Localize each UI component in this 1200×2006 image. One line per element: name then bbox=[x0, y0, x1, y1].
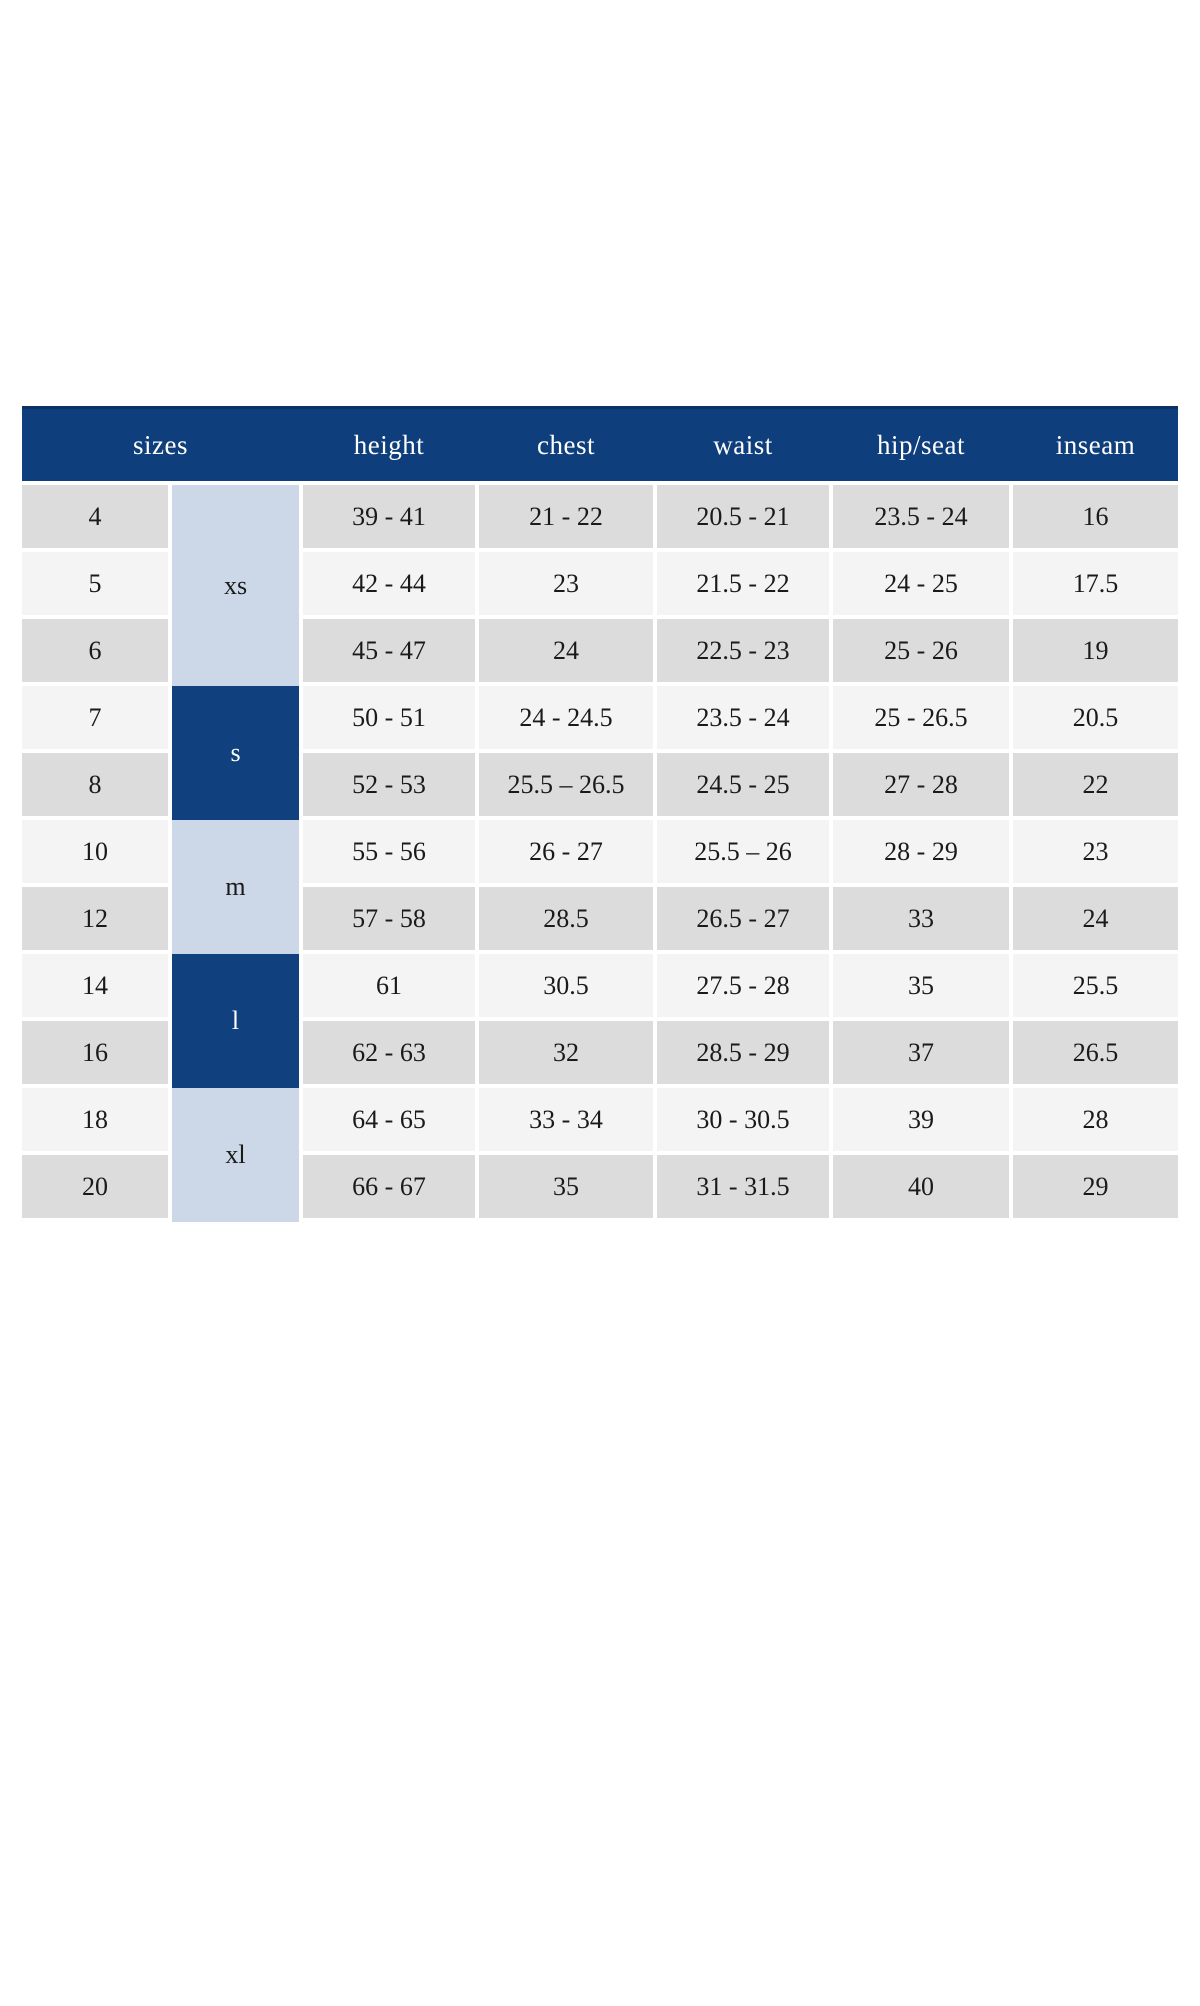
height-cell: 62 - 63 bbox=[303, 1021, 475, 1084]
inseam-cell: 23 bbox=[1013, 820, 1178, 883]
chest-cell: 26 - 27 bbox=[479, 820, 653, 883]
size-group-cell-l: l bbox=[172, 954, 299, 1088]
height-cell: 45 - 47 bbox=[303, 619, 475, 682]
inseam-cell: 26.5 bbox=[1013, 1021, 1178, 1084]
waist-cell: 25.5 – 26 bbox=[657, 820, 829, 883]
waist-cell: 26.5 - 27 bbox=[657, 887, 829, 950]
waist-cell: 20.5 - 21 bbox=[657, 485, 829, 548]
column-header-waist: waist bbox=[713, 429, 773, 460]
table-header-row: sizes height chest waist hip/seat inseam bbox=[22, 406, 1178, 481]
column-header-hip-seat: hip/seat bbox=[877, 429, 965, 460]
size-cell: 14 bbox=[22, 954, 168, 1017]
size-cell: 8 bbox=[22, 753, 168, 816]
inseam-cell: 29 bbox=[1013, 1155, 1178, 1218]
height-cell: 57 - 58 bbox=[303, 887, 475, 950]
hip-seat-cell: 33 bbox=[833, 887, 1009, 950]
inseam-cell: 22 bbox=[1013, 753, 1178, 816]
column-header-inseam: inseam bbox=[1055, 429, 1136, 460]
inseam-cell: 28 bbox=[1013, 1088, 1178, 1151]
size-cell: 18 bbox=[22, 1088, 168, 1151]
table-body: 4 xs 39 - 41 21 - 22 20.5 - 21 23.5 - 24… bbox=[22, 485, 1178, 1222]
inseam-cell: 16 bbox=[1013, 485, 1178, 548]
hip-seat-cell: 37 bbox=[833, 1021, 1009, 1084]
inseam-cell: 17.5 bbox=[1013, 552, 1178, 615]
chest-cell: 21 - 22 bbox=[479, 485, 653, 548]
inseam-cell: 24 bbox=[1013, 887, 1178, 950]
height-cell: 52 - 53 bbox=[303, 753, 475, 816]
height-cell: 61 bbox=[303, 954, 475, 1017]
size-group-cell-xs: xs bbox=[172, 485, 299, 686]
chest-cell: 23 bbox=[479, 552, 653, 615]
chest-cell: 32 bbox=[479, 1021, 653, 1084]
column-header-height: height bbox=[353, 429, 425, 460]
height-cell: 64 - 65 bbox=[303, 1088, 475, 1151]
size-cell: 20 bbox=[22, 1155, 168, 1218]
height-cell: 39 - 41 bbox=[303, 485, 475, 548]
waist-cell: 21.5 - 22 bbox=[657, 552, 829, 615]
height-cell: 50 - 51 bbox=[303, 686, 475, 749]
size-cell: 4 bbox=[22, 485, 168, 548]
waist-cell: 28.5 - 29 bbox=[657, 1021, 829, 1084]
column-header-sizes: sizes bbox=[133, 429, 188, 460]
waist-cell: 27.5 - 28 bbox=[657, 954, 829, 1017]
hip-seat-cell: 28 - 29 bbox=[833, 820, 1009, 883]
size-cell: 16 bbox=[22, 1021, 168, 1084]
inseam-cell: 20.5 bbox=[1013, 686, 1178, 749]
hip-seat-cell: 24 - 25 bbox=[833, 552, 1009, 615]
inseam-cell: 25.5 bbox=[1013, 954, 1178, 1017]
waist-cell: 22.5 - 23 bbox=[657, 619, 829, 682]
size-cell: 10 bbox=[22, 820, 168, 883]
chest-cell: 28.5 bbox=[479, 887, 653, 950]
size-group-cell-s: s bbox=[172, 686, 299, 820]
chest-cell: 24 - 24.5 bbox=[479, 686, 653, 749]
size-cell: 12 bbox=[22, 887, 168, 950]
size-group-cell-xl: xl bbox=[172, 1088, 299, 1222]
hip-seat-cell: 25 - 26.5 bbox=[833, 686, 1009, 749]
size-cell: 7 bbox=[22, 686, 168, 749]
waist-cell: 24.5 - 25 bbox=[657, 753, 829, 816]
size-cell: 6 bbox=[22, 619, 168, 682]
hip-seat-cell: 40 bbox=[833, 1155, 1009, 1218]
hip-seat-cell: 27 - 28 bbox=[833, 753, 1009, 816]
hip-seat-cell: 39 bbox=[833, 1088, 1009, 1151]
chest-cell: 35 bbox=[479, 1155, 653, 1218]
column-header-chest: chest bbox=[537, 429, 595, 460]
waist-cell: 23.5 - 24 bbox=[657, 686, 829, 749]
waist-cell: 31 - 31.5 bbox=[657, 1155, 829, 1218]
chest-cell: 30.5 bbox=[479, 954, 653, 1017]
height-cell: 66 - 67 bbox=[303, 1155, 475, 1218]
inseam-cell: 19 bbox=[1013, 619, 1178, 682]
size-chart-table: sizes height chest waist hip/seat inseam… bbox=[22, 406, 1178, 1222]
height-cell: 55 - 56 bbox=[303, 820, 475, 883]
height-cell: 42 - 44 bbox=[303, 552, 475, 615]
chest-cell: 33 - 34 bbox=[479, 1088, 653, 1151]
chest-cell: 25.5 – 26.5 bbox=[479, 753, 653, 816]
hip-seat-cell: 35 bbox=[833, 954, 1009, 1017]
size-cell: 5 bbox=[22, 552, 168, 615]
hip-seat-cell: 23.5 - 24 bbox=[833, 485, 1009, 548]
size-group-cell-m: m bbox=[172, 820, 299, 954]
chest-cell: 24 bbox=[479, 619, 653, 682]
waist-cell: 30 - 30.5 bbox=[657, 1088, 829, 1151]
hip-seat-cell: 25 - 26 bbox=[833, 619, 1009, 682]
